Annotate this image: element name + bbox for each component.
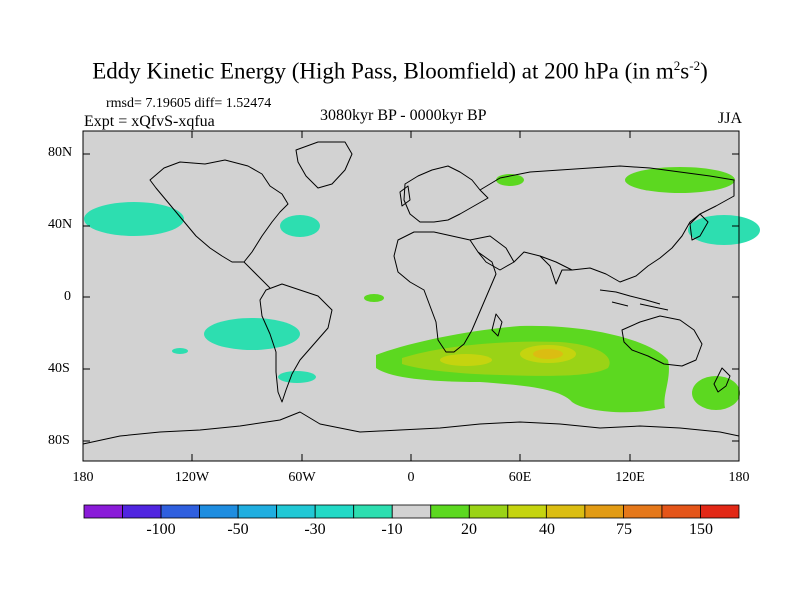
colorbar-label: 150 — [689, 521, 713, 538]
anomaly-contours — [84, 167, 760, 413]
coast-new-zealand — [713, 367, 731, 393]
colorbar-swatch — [661, 504, 701, 519]
period-label: 3080kyr BP - 0000kyr BP — [320, 107, 487, 124]
colorbar-swatch — [430, 504, 470, 519]
coast-asia — [479, 165, 735, 283]
colorbar-label: -30 — [304, 521, 326, 538]
anomaly-negative-north-atlantic — [280, 215, 320, 237]
anomaly-positive-siberia — [625, 167, 735, 193]
anomaly-negative-south-pacific — [204, 318, 300, 350]
colorbar-swatch — [237, 504, 278, 519]
lon-label-60w: 60W — [288, 470, 316, 485]
lat-label-40n: 40N — [48, 217, 73, 232]
lat-label-80s: 80S — [48, 433, 70, 448]
lon-label-0: 0 — [407, 470, 415, 485]
anomaly-negative-south-america — [278, 371, 316, 383]
colorbar-swatch — [353, 504, 393, 519]
colorbar-swatch — [468, 504, 509, 519]
coastlines — [82, 141, 740, 445]
colorbar-swatch — [545, 504, 586, 519]
lon-label-60e: 60E — [508, 470, 532, 485]
lon-label-180e: 180 — [728, 470, 750, 485]
colorbar-label: -10 — [381, 521, 403, 538]
experiment-label: Expt = xQfvS-xqfua — [84, 113, 215, 130]
colorbar-swatch — [507, 504, 547, 519]
anomaly-positive-peak — [533, 349, 563, 359]
lon-label-120e: 120E — [615, 470, 645, 485]
anomaly-negative-north-pacific — [84, 202, 184, 236]
lat-label-0: 0 — [64, 289, 71, 304]
colorbar-swatch — [584, 504, 624, 519]
colorbar-label: 20 — [461, 521, 477, 538]
coast-antarctica — [82, 411, 740, 445]
coast-north-america — [149, 159, 289, 263]
colorbar-swatch — [623, 504, 663, 519]
anomaly-positive-equatorial — [364, 294, 384, 302]
colorbar-swatch — [83, 504, 123, 519]
lon-label-180w: 180 — [72, 470, 94, 485]
lat-label-80n: 80N — [48, 145, 73, 160]
colorbar — [83, 504, 740, 519]
anomaly-negative-northwest-pacific — [688, 215, 760, 245]
colorbar-swatch — [700, 504, 740, 519]
lon-label-120w: 120W — [174, 470, 210, 485]
anomaly-negative-small — [172, 348, 188, 354]
coast-south-america — [259, 283, 333, 403]
coast-uk — [399, 185, 411, 207]
coast-madagascar — [491, 313, 503, 337]
coast-japan — [689, 213, 709, 241]
colorbar-label: 75 — [616, 521, 632, 538]
season-label: JJA — [717, 110, 742, 127]
chart-title: Eddy Kinetic Energy (High Pass, Bloomfie… — [92, 58, 708, 84]
stats-text: rmsd= 7.19605 diff= 1.52474 — [106, 96, 272, 111]
colorbar-swatch — [160, 504, 200, 519]
anomaly-positive-high-west — [440, 354, 492, 366]
colorbar-label: -100 — [146, 521, 176, 538]
colorbar-swatch — [314, 504, 355, 519]
colorbar-swatch — [391, 504, 432, 519]
coast-greenland — [295, 141, 353, 189]
colorbar-swatch — [276, 504, 316, 519]
anomaly-positive-new-zealand — [692, 376, 740, 410]
coast-india — [539, 255, 572, 285]
colorbar-label: 40 — [539, 521, 555, 538]
lat-label-40s: 40S — [48, 361, 70, 376]
colorbar-label: -50 — [227, 521, 249, 538]
colorbar-swatch — [199, 504, 239, 519]
coast-central-america — [243, 261, 271, 289]
coast-africa — [393, 231, 497, 353]
coast-indonesia — [599, 289, 669, 311]
colorbar-swatch — [122, 504, 162, 519]
axis-ticks — [82, 131, 740, 461]
coast-europe — [403, 165, 489, 223]
coast-australia — [621, 315, 703, 367]
